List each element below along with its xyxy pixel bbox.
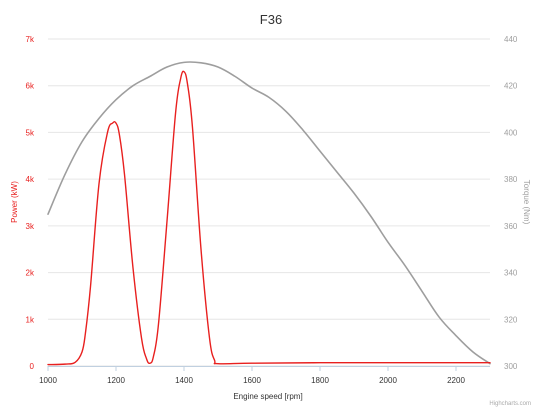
y-left-tick-label: 3k [26, 222, 35, 231]
x-tick-label: 1800 [311, 376, 329, 385]
y-right-tick-label: 380 [504, 175, 518, 184]
grid [48, 38, 490, 367]
y-left-tick-label: 1k [26, 315, 35, 324]
y-right-tick-label: 440 [504, 35, 518, 44]
y-right-tick-label: 300 [504, 362, 518, 371]
x-axis-title: Engine speed [rpm] [233, 392, 302, 401]
chart-title: F36 [260, 12, 282, 27]
y-left-tick-label: 6k [26, 82, 35, 91]
x-tick-label: 1000 [39, 376, 57, 385]
x-axis: 1000 1200 1400 1600 1800 2000 2200 [39, 366, 490, 385]
y-right-tick-label: 320 [504, 315, 518, 324]
x-tick-label: 1400 [175, 376, 193, 385]
credits-label: Highcharts.com [489, 401, 531, 407]
series-group [47, 61, 491, 366]
y-left-tick-label: 4k [26, 175, 35, 184]
y-right-tick-label: 360 [504, 222, 518, 231]
y-right-tick-label: 420 [504, 82, 518, 91]
y-axis-right-title: Torque (Nm) [522, 180, 531, 225]
y-axis-left-title: Power (kW) [10, 181, 19, 223]
y-left-tick-label: 2k [26, 269, 35, 278]
x-tick-label: 1600 [243, 376, 261, 385]
y-right-tick-label: 340 [504, 269, 518, 278]
power-line [47, 70, 491, 366]
y-right-tick-label: 400 [504, 128, 518, 137]
y-left-tick-label: 0 [30, 362, 35, 371]
y-left-tick-label: 7k [26, 35, 35, 44]
y-left-tick-label: 5k [26, 128, 35, 137]
torque-line [47, 61, 491, 365]
x-tick-label: 1200 [107, 376, 125, 385]
y-axis-left: 0 1k 2k 3k 4k 5k 6k 7k [26, 35, 35, 371]
x-tick-label: 2200 [447, 376, 465, 385]
y-axis-right: 300 320 340 360 380 400 420 440 [504, 35, 518, 371]
x-tick-label: 2000 [379, 376, 397, 385]
